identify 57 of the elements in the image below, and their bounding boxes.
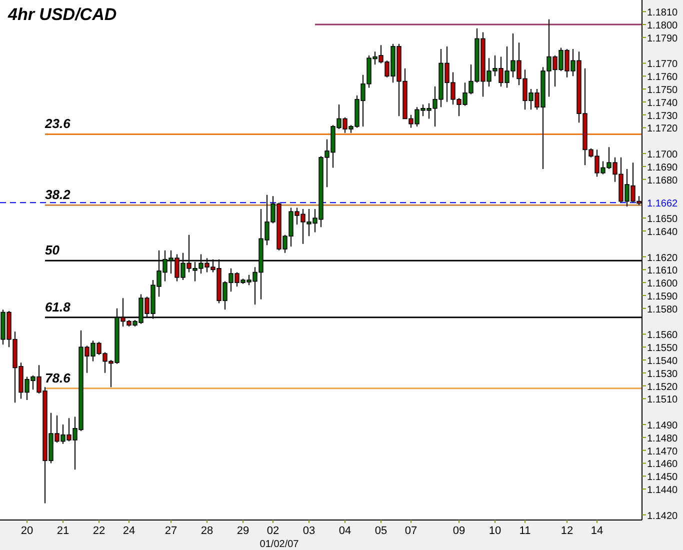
y-tick-label: 1.1550: [647, 343, 678, 354]
annotation: 50: [45, 242, 60, 258]
y-tick-label: 1.1740: [647, 98, 678, 109]
y-tick-label: 1.1470: [647, 446, 678, 458]
y-tick-label: 1.1580: [647, 304, 678, 316]
y-tick-label: 1.1810: [647, 8, 678, 19]
y-tick-label: 1.1760: [647, 72, 678, 84]
y-tick-label: 1.1510: [647, 394, 678, 406]
chart-title: 4hr USD/CAD: [7, 5, 117, 24]
x-tick-label: 05: [374, 525, 388, 537]
y-tick-label: 1.1680: [647, 175, 678, 186]
x-tick-label: 20: [20, 525, 34, 537]
annotation: 61.8: [45, 299, 72, 314]
x-tick-label: 28: [200, 525, 214, 537]
y-tick-label: 1.1730: [647, 110, 678, 122]
y-tick-label: 1.1620: [647, 252, 678, 264]
x-tick-label: 22: [92, 525, 106, 537]
y-tick-label: 1.1770: [647, 59, 678, 70]
annotation: 23.6: [44, 116, 72, 132]
y-tick-label: 1.1520: [647, 382, 678, 393]
y-tick-label: 1.1720: [647, 124, 678, 135]
y-tick-label: 1.1460: [647, 459, 678, 470]
y-tick-label: 1.1800: [647, 20, 678, 32]
y-tick-label: 1.1490: [647, 420, 678, 432]
annotation: 78.6: [45, 370, 72, 386]
x-tick-label: 29: [236, 525, 250, 537]
y-tick-label: 1.1650: [647, 214, 678, 226]
x-tick-label: 10: [488, 525, 502, 537]
y-tick-label: 1.1440: [647, 485, 678, 496]
y-tick-label: 1.1610: [647, 266, 678, 277]
y-tick-label: 1.1420: [647, 510, 678, 522]
text: 01/02/07: [260, 539, 300, 550]
x-tick-label: 07: [404, 525, 418, 537]
y-tick-label: 1.1560: [647, 330, 678, 342]
ref-line-label: 1.1662: [647, 198, 678, 210]
y-tick-label: 1.1590: [647, 291, 678, 302]
y-tick-label: 1.1750: [647, 85, 678, 96]
y-tick-label: 1.1700: [647, 150, 678, 161]
annotation: 38.2: [45, 187, 72, 202]
y-tick-label: 1.1540: [647, 356, 678, 367]
x-tick-label: 27: [164, 525, 178, 537]
y-tick-label: 1.1690: [647, 162, 678, 174]
y-tick-label: 1.1790: [647, 33, 678, 44]
x-tick-label: 04: [338, 525, 352, 537]
y-tick-label: 1.1480: [647, 433, 678, 444]
x-tick-label: 11: [519, 525, 531, 537]
x-tick-label: 09: [452, 525, 466, 537]
x-tick-label: 03: [302, 525, 316, 537]
y-tick-label: 1.1640: [647, 226, 678, 238]
y-tick-label: 1.1600: [647, 278, 678, 290]
x-tick-label: 24: [122, 525, 136, 537]
x-tick-label: 14: [590, 525, 604, 537]
x-tick-label: 02: [266, 525, 280, 537]
y-tick-label: 1.1450: [647, 472, 678, 484]
x-tick-label: 12: [560, 525, 574, 537]
y-tick-label: 1.1530: [647, 368, 678, 380]
x-tick-label: 21: [56, 525, 70, 537]
